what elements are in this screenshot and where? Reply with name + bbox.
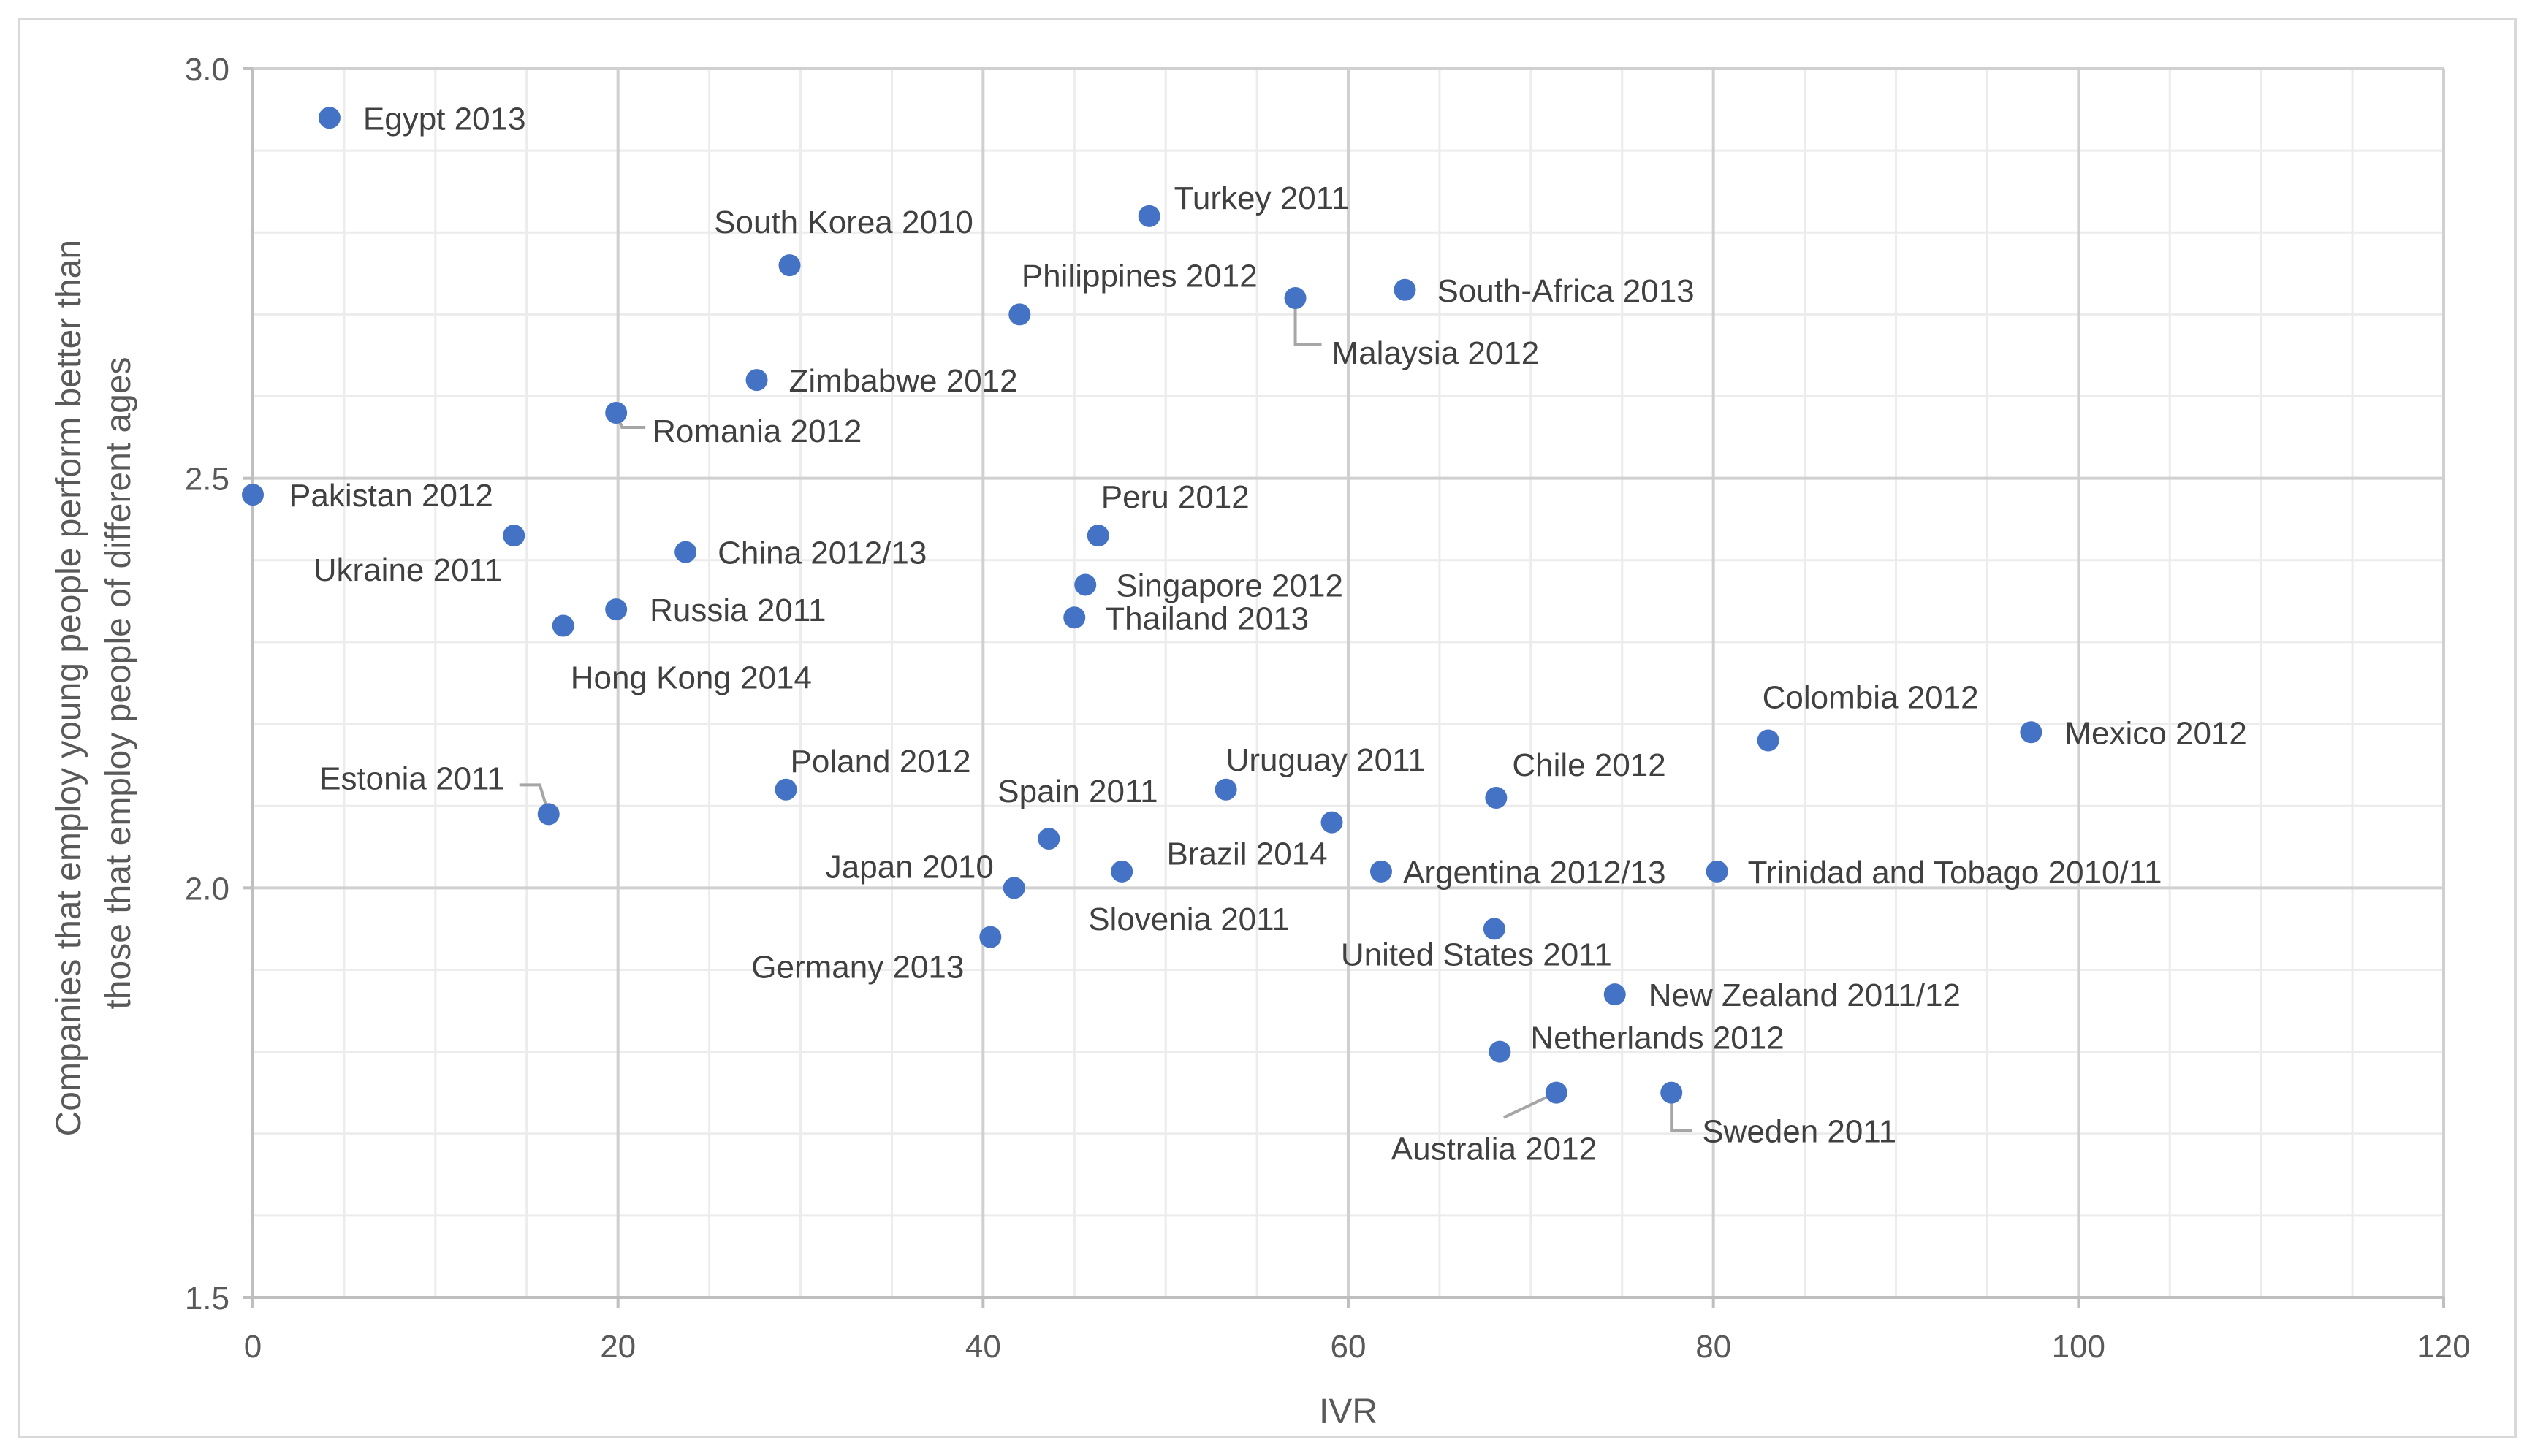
- y-tick-label: 2.0: [185, 871, 229, 907]
- data-label: Slovenia 2011: [1088, 902, 1290, 937]
- data-label: Egypt 2013: [363, 101, 526, 137]
- data-point: [1545, 1081, 1567, 1104]
- scatter-chart: 0 20 40 60 80 100 120 1.5 2.0 2.5 3.0 Egypt 2013 Tu…: [50, 52, 2471, 1431]
- label-leader-line: [1670, 1092, 1692, 1132]
- x-tick-label: 120: [2417, 1329, 2470, 1365]
- data-point: [537, 803, 560, 826]
- data-point: [1489, 1040, 1511, 1063]
- data-label: Malaysia 2012: [1332, 335, 1540, 371]
- data-label: Romania 2012: [653, 413, 862, 449]
- data-points: [242, 107, 2042, 1104]
- data-point: [1394, 278, 1416, 301]
- data-point: [1038, 828, 1060, 850]
- data-label: Ukraine 2011: [313, 552, 502, 588]
- data-labels: Egypt 2013 Turkey 2011 South Korea 2010 Phi…: [289, 101, 2247, 1167]
- y-tick-label: 1.5: [185, 1281, 229, 1316]
- data-label: Australia 2012: [1391, 1132, 1597, 1167]
- data-label: Argentina 2012/13: [1403, 855, 1666, 891]
- data-point: [1706, 860, 1728, 883]
- data-label: Netherlands 2012: [1530, 1021, 1784, 1056]
- data-label: Poland 2012: [791, 744, 971, 780]
- data-label: Singapore 2012: [1116, 568, 1343, 603]
- data-label: Peru 2012: [1101, 479, 1250, 515]
- data-point: [979, 926, 1002, 948]
- data-point: [1074, 573, 1097, 596]
- data-point: [1369, 860, 1392, 883]
- data-point: [1483, 918, 1505, 940]
- y-axis-title-line-1: Companies that employ young people perfo…: [50, 240, 88, 1136]
- x-tick-label: 100: [2052, 1329, 2105, 1365]
- data-point: [1003, 877, 1025, 899]
- x-tick-label: 20: [600, 1329, 636, 1365]
- data-point: [1138, 205, 1160, 227]
- data-point: [1485, 786, 1508, 809]
- data-label: Russia 2011: [650, 592, 826, 628]
- data-label: Sweden 2011: [1702, 1114, 1896, 1150]
- data-label: Estonia 2011: [319, 761, 505, 796]
- y-axis-title-line-2: those that employ people of different ag…: [99, 357, 138, 1009]
- data-point: [318, 107, 341, 129]
- data-label: Turkey 2011: [1174, 180, 1350, 216]
- axes: 0 20 40 60 80 100 120 1.5 2.0 2.5 3.0: [185, 52, 2471, 1365]
- data-point: [242, 484, 264, 506]
- data-label: Trinidad and Tobago 2010/11: [1748, 855, 2162, 891]
- data-label: Uruguay 2011: [1226, 742, 1426, 778]
- data-point: [1320, 811, 1343, 834]
- data-point: [1111, 860, 1133, 883]
- data-label: South-Africa 2013: [1437, 273, 1694, 309]
- y-tick-label: 2.5: [185, 462, 229, 498]
- x-tick-label: 40: [965, 1329, 1001, 1365]
- data-label: United States 2011: [1341, 937, 1612, 972]
- data-label: Zimbabwe 2012: [789, 363, 1018, 399]
- data-point: [1215, 778, 1237, 801]
- data-point: [605, 401, 628, 424]
- data-point: [1087, 525, 1109, 547]
- data-label: South Korea 2010: [714, 205, 973, 240]
- data-point: [674, 541, 697, 563]
- data-label: Pakistan 2012: [289, 478, 493, 514]
- data-label: Hong Kong 2014: [571, 660, 812, 696]
- data-point: [2020, 721, 2042, 744]
- data-label: Thailand 2013: [1105, 601, 1309, 636]
- y-axis-title: Companies that employ young people perfo…: [50, 230, 138, 1137]
- data-label: Brazil 2014: [1167, 836, 1328, 872]
- data-label: Philippines 2012: [1022, 258, 1258, 294]
- data-label: Colombia 2012: [1763, 679, 1979, 715]
- data-point: [745, 369, 768, 392]
- x-axis-title: IVR: [1319, 1392, 1377, 1431]
- data-label: Japan 2010: [826, 849, 994, 885]
- y-tick-label: 3.0: [185, 52, 229, 88]
- data-label: New Zealand 2011/12: [1649, 977, 1961, 1013]
- data-label: China 2012/13: [718, 535, 927, 571]
- data-point: [1284, 286, 1307, 309]
- data-point: [1757, 729, 1779, 752]
- data-point: [1008, 303, 1031, 326]
- data-point: [1603, 983, 1626, 1006]
- data-point: [1660, 1081, 1683, 1104]
- data-label: Spain 2011: [997, 774, 1158, 809]
- chart-frame: 0 20 40 60 80 100 120 1.5 2.0 2.5 3.0 Egypt 2013 Tu…: [18, 18, 2517, 1438]
- data-label: Germany 2013: [751, 950, 964, 986]
- x-tick-label: 0: [244, 1329, 262, 1365]
- label-leader-line: [1293, 297, 1322, 346]
- data-point: [775, 778, 797, 801]
- data-point: [605, 598, 628, 621]
- data-label: Chile 2012: [1512, 747, 1665, 783]
- x-tick-label: 60: [1331, 1329, 1367, 1365]
- data-point: [1063, 606, 1086, 629]
- grid-lines: [251, 67, 2445, 1299]
- data-point: [503, 525, 525, 547]
- data-point: [552, 614, 574, 637]
- x-tick-label: 80: [1695, 1329, 1731, 1365]
- data-label: Mexico 2012: [2064, 715, 2246, 751]
- data-point: [778, 254, 801, 277]
